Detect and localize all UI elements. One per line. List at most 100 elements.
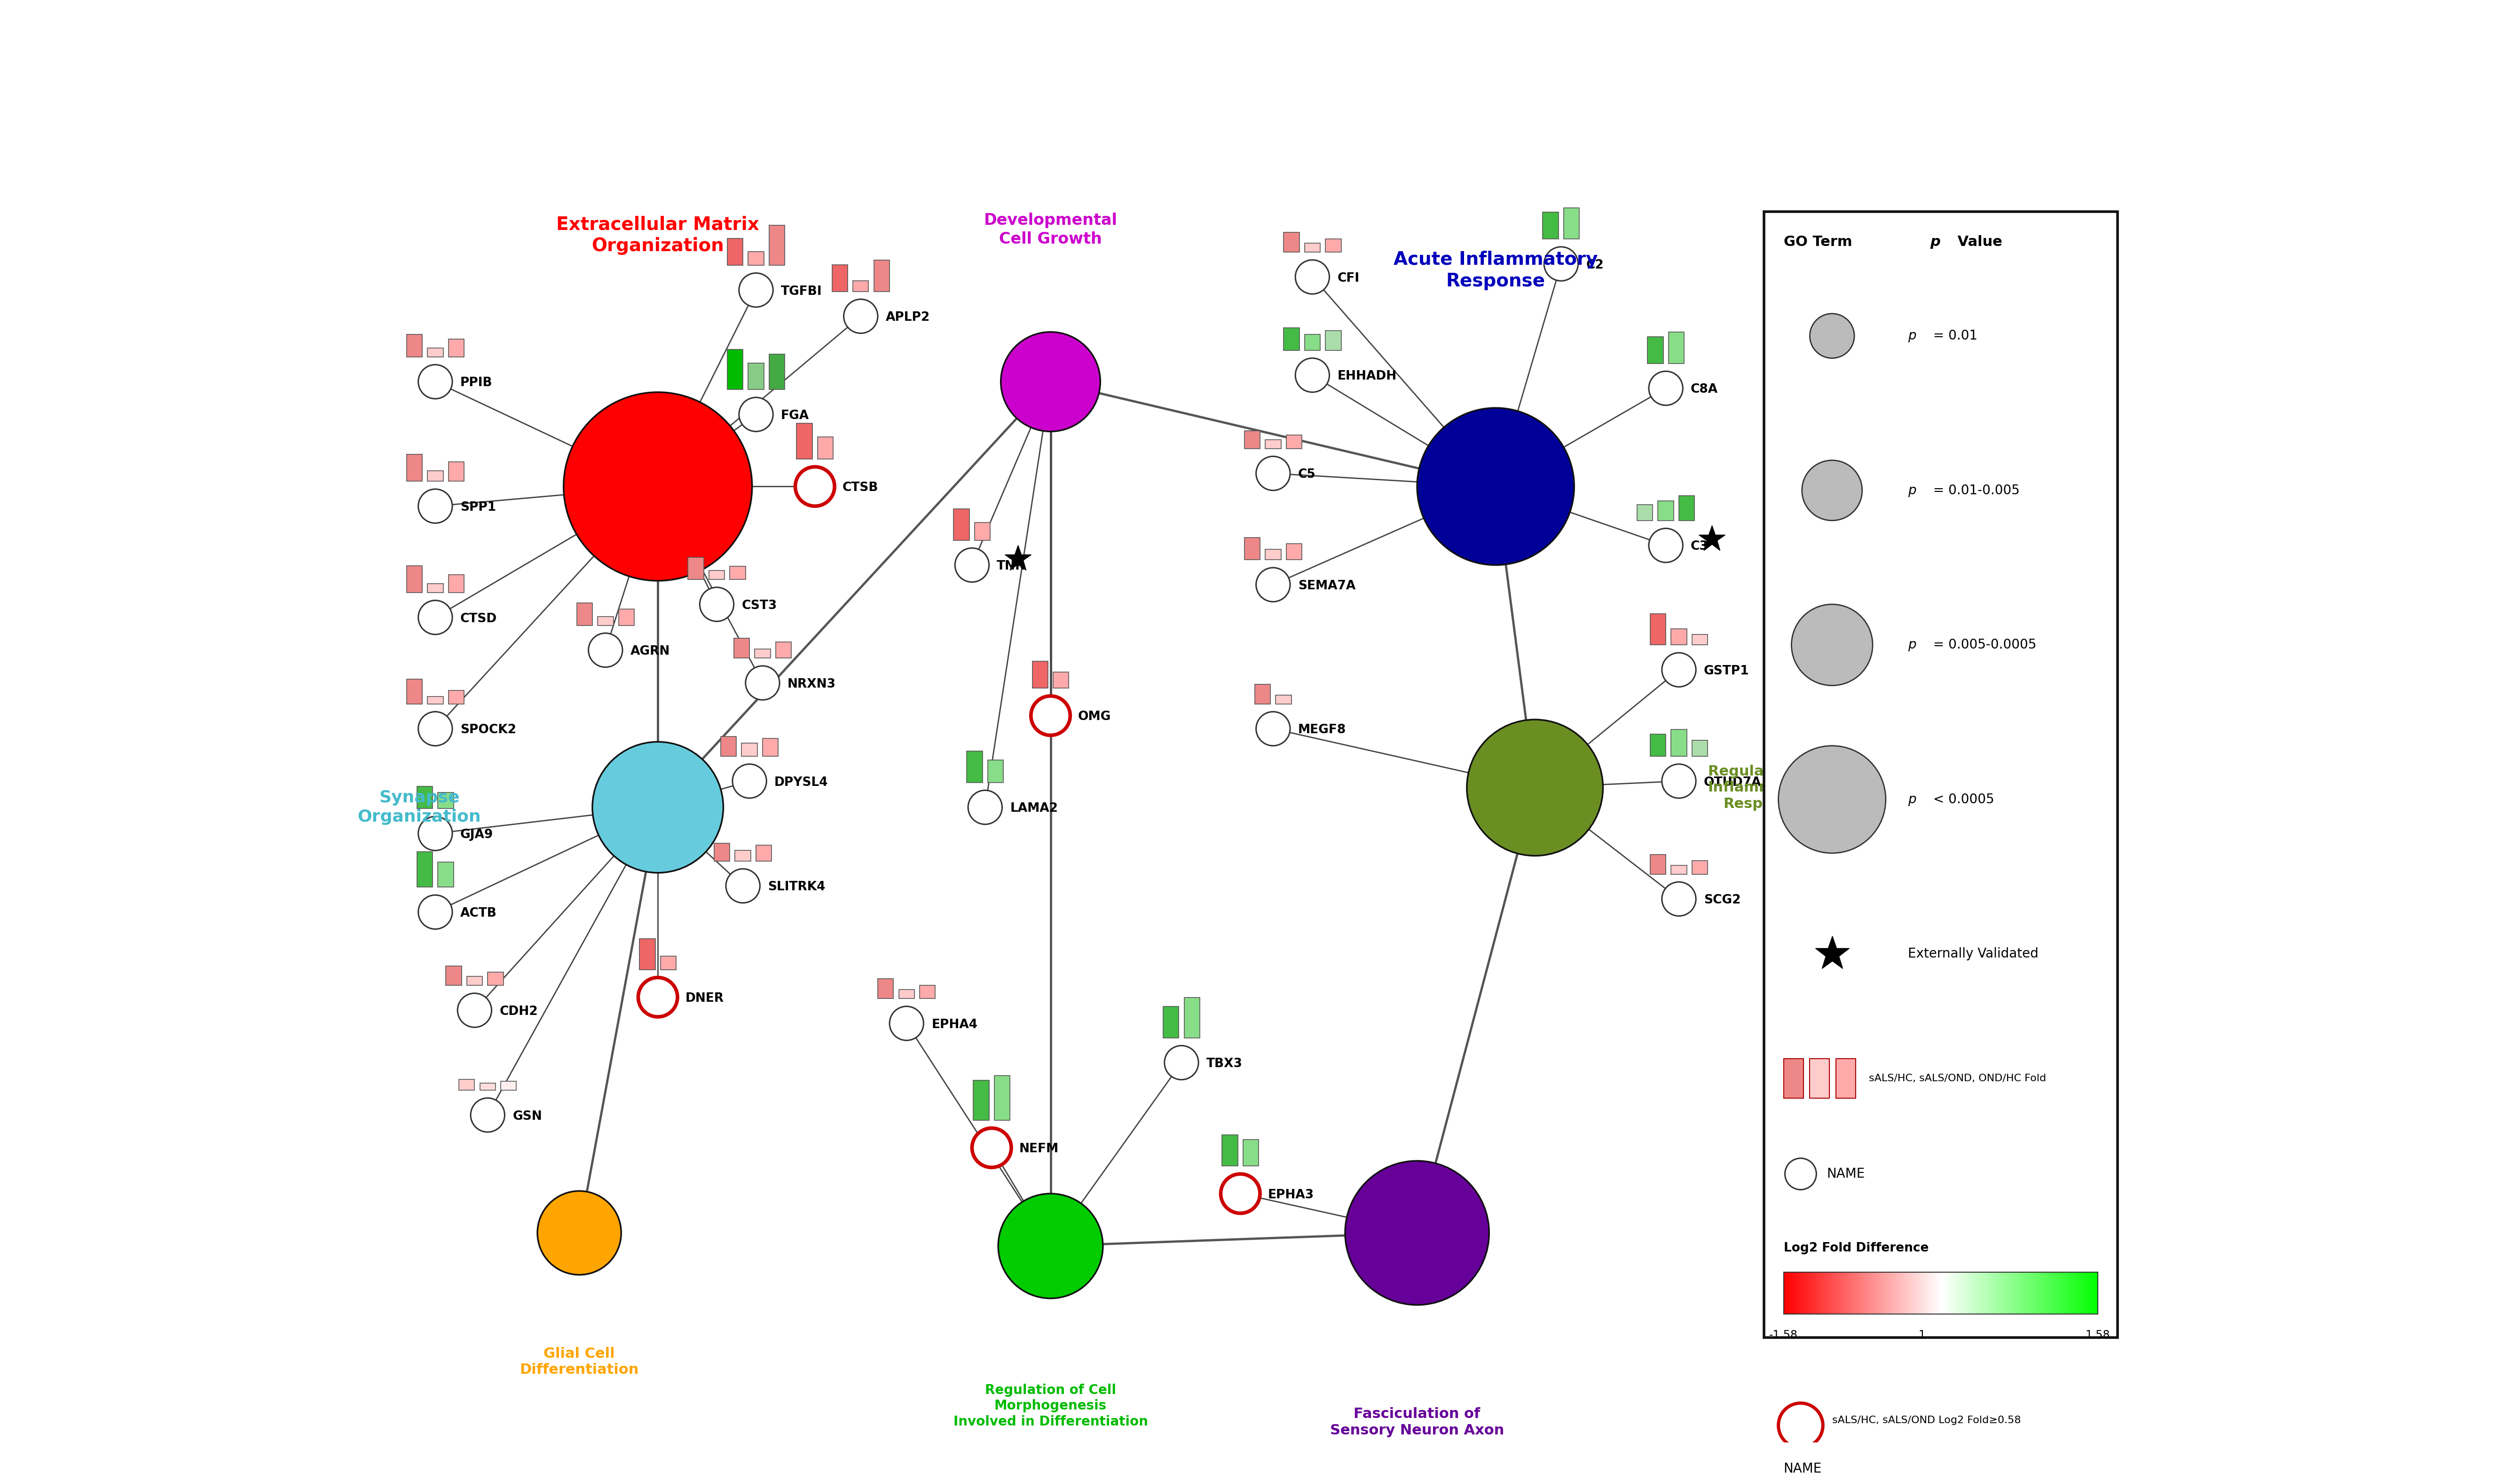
Text: GO Term: GO Term (1784, 236, 1857, 249)
Text: Log2 Fold Difference: Log2 Fold Difference (1784, 1242, 1928, 1255)
Text: SCG2: SCG2 (1704, 894, 1741, 906)
Bar (428, 583, 444, 592)
Text: Regulation of Cell
Morphogenesis
Involved in Differentiation: Regulation of Cell Morphogenesis Involve… (953, 1383, 1147, 1429)
Bar (640, 938, 655, 969)
Bar (428, 348, 444, 356)
Circle shape (1041, 706, 1061, 726)
Circle shape (592, 742, 723, 873)
Text: EPHA4: EPHA4 (932, 1018, 978, 1031)
Bar (1285, 435, 1303, 448)
FancyBboxPatch shape (1764, 212, 2117, 1337)
Bar (776, 642, 791, 658)
Bar (1305, 334, 1320, 351)
Circle shape (1648, 371, 1683, 405)
Circle shape (418, 365, 451, 399)
Bar (874, 261, 890, 292)
Bar (1326, 239, 1341, 252)
Bar (1542, 212, 1557, 239)
Circle shape (1661, 653, 1696, 686)
Bar (1671, 729, 1686, 756)
Bar (816, 436, 834, 460)
Bar (1784, 1059, 1804, 1097)
Text: p: p (1908, 792, 1915, 806)
Text: DNER: DNER (685, 993, 723, 1005)
Bar (728, 349, 743, 389)
Text: FGA: FGA (781, 409, 809, 421)
Bar (660, 956, 675, 969)
Circle shape (844, 299, 877, 333)
Bar (1691, 860, 1709, 873)
Circle shape (968, 791, 1003, 825)
Circle shape (701, 588, 733, 622)
Bar (688, 557, 703, 579)
Circle shape (1802, 460, 1862, 520)
Text: NEFM: NEFM (1018, 1143, 1058, 1155)
Bar (975, 523, 990, 541)
Circle shape (1467, 720, 1603, 856)
Bar (1671, 629, 1686, 645)
Bar (1245, 538, 1260, 560)
Circle shape (648, 987, 668, 1008)
Circle shape (738, 398, 774, 432)
Bar (1283, 233, 1300, 252)
Circle shape (1779, 745, 1885, 853)
Bar (756, 846, 771, 862)
Text: C2: C2 (1585, 259, 1603, 271)
Text: TBX3: TBX3 (1207, 1058, 1242, 1069)
Text: p: p (1908, 330, 1915, 342)
Bar (1285, 544, 1303, 560)
Text: Extracellular Matrix
Organization: Extracellular Matrix Organization (557, 215, 759, 255)
Bar (1255, 685, 1270, 704)
Bar (832, 265, 847, 292)
Text: TNR: TNR (998, 560, 1026, 573)
Bar (1658, 501, 1673, 520)
Bar (1691, 635, 1709, 645)
Bar (796, 423, 811, 460)
Circle shape (1545, 247, 1578, 281)
Text: Acute Inflammatory
Response: Acute Inflammatory Response (1394, 250, 1598, 290)
Text: NAME: NAME (1784, 1463, 1822, 1473)
Bar (577, 602, 592, 625)
Circle shape (1779, 1404, 1822, 1448)
Bar (736, 850, 751, 862)
Circle shape (1661, 882, 1696, 916)
Bar (438, 792, 454, 809)
Text: TGFBI: TGFBI (781, 286, 822, 298)
Text: AGRN: AGRN (630, 645, 670, 657)
Circle shape (796, 467, 834, 507)
Text: NRXN3: NRXN3 (786, 678, 837, 691)
Bar (1837, 1059, 1855, 1097)
Circle shape (418, 816, 451, 850)
Circle shape (1230, 1183, 1250, 1205)
Bar (1784, 1273, 2097, 1314)
Bar (1245, 430, 1260, 448)
Bar (1809, 1059, 1830, 1097)
Circle shape (1648, 529, 1683, 563)
Text: Regulation of
Inflammatory
Response: Regulation of Inflammatory Response (1709, 764, 1817, 810)
Circle shape (1031, 697, 1071, 735)
Text: EPHA3: EPHA3 (1268, 1189, 1313, 1200)
Circle shape (590, 633, 622, 667)
Bar (1283, 328, 1300, 351)
Circle shape (980, 1137, 1003, 1159)
Bar (988, 760, 1003, 782)
Bar (708, 570, 726, 579)
Text: 1: 1 (1918, 1330, 1925, 1340)
Bar (466, 977, 481, 985)
Text: SPP1: SPP1 (461, 501, 496, 514)
Text: APLP2: APLP2 (885, 311, 930, 324)
Text: p: p (1908, 483, 1915, 496)
Bar (731, 566, 746, 579)
Bar (1275, 695, 1290, 704)
Circle shape (1346, 1161, 1489, 1305)
Text: NAME: NAME (1827, 1168, 1865, 1180)
Bar (748, 362, 764, 389)
Bar (1638, 504, 1653, 520)
Text: Value: Value (1953, 236, 2003, 249)
Bar (900, 990, 915, 999)
Bar (1651, 614, 1666, 645)
Text: SEMA7A: SEMA7A (1298, 580, 1356, 592)
Text: DPYSL4: DPYSL4 (774, 776, 829, 788)
Bar (1265, 549, 1280, 560)
Text: Externally Validated: Externally Validated (1908, 947, 2039, 960)
